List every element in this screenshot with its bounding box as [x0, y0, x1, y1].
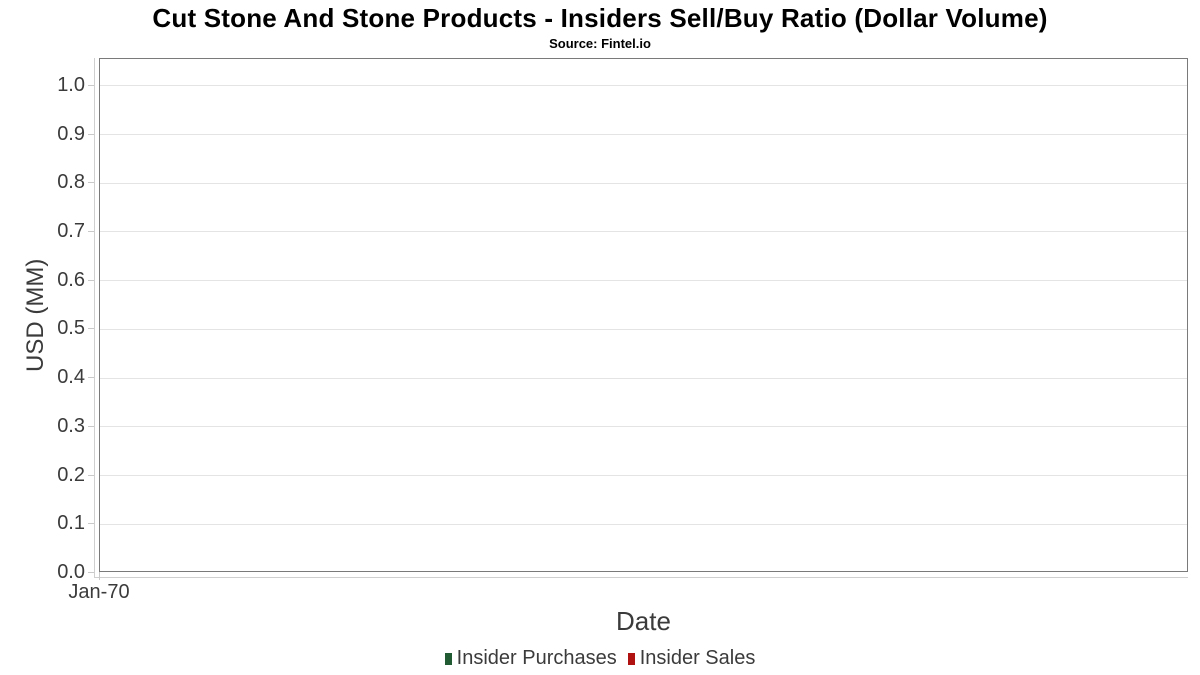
chart-title: Cut Stone And Stone Products - Insiders … [152, 3, 1048, 33]
y-tick-mark [88, 279, 94, 281]
legend-label-insider-sales: Insider Sales [639, 647, 756, 669]
y-tick-mark [88, 474, 94, 476]
y-tick-label: 0.1 [57, 512, 85, 535]
y-tick-mark [88, 84, 94, 86]
y-tick-label: 0.3 [57, 414, 85, 437]
gridline [100, 85, 1187, 87]
legend-item-insider-purchases: Insider Purchases [444, 647, 617, 670]
chart-source-subtitle: Source: Fintel.io [549, 36, 651, 51]
y-tick-mark [88, 523, 94, 525]
y-tick-label: 0.7 [57, 219, 85, 242]
legend: Insider Purchases Insider Sales [0, 647, 1200, 670]
y-tick-mark [88, 572, 94, 573]
gridline [100, 328, 1187, 330]
y-tick-label: 0.5 [57, 317, 85, 340]
y-tick-mark [88, 133, 94, 135]
legend-item-insider-sales: Insider Sales [627, 647, 756, 670]
y-tick-mark [88, 230, 94, 232]
x-axis-label: Date [616, 606, 671, 636]
y-tick-mark [88, 182, 94, 184]
gridline [100, 426, 1187, 428]
x-tick-label: Jan-70 [68, 581, 130, 603]
y-tick-label: 0.6 [57, 268, 85, 291]
y-tick-label: 0.0 [57, 561, 85, 583]
gridline [100, 182, 1187, 184]
plot-area [99, 58, 1188, 572]
insider-sales-swatch-icon [627, 652, 635, 665]
y-tick-label: 0.4 [57, 366, 85, 389]
y-tick-label: 0.9 [57, 122, 85, 145]
x-axis-tick [99, 572, 100, 580]
y-tick-label: 1.0 [57, 73, 85, 96]
gridlines [100, 59, 1187, 571]
y-tick-mark [88, 425, 94, 427]
gridline [100, 523, 1187, 525]
x-axis-line [94, 577, 1188, 578]
y-tick-label: 0.2 [57, 463, 85, 486]
gridline [100, 280, 1187, 282]
gridline [100, 231, 1187, 233]
y-tick-mark [88, 328, 94, 330]
gridline [100, 134, 1187, 136]
y-axis-line [94, 58, 95, 578]
legend-label-insider-purchases: Insider Purchases [456, 647, 617, 669]
insider-purchases-swatch-icon [444, 652, 452, 665]
gridline [100, 475, 1187, 477]
gridline [100, 377, 1187, 379]
y-tick-mark [88, 377, 94, 379]
y-tick-label: 0.8 [57, 171, 85, 194]
